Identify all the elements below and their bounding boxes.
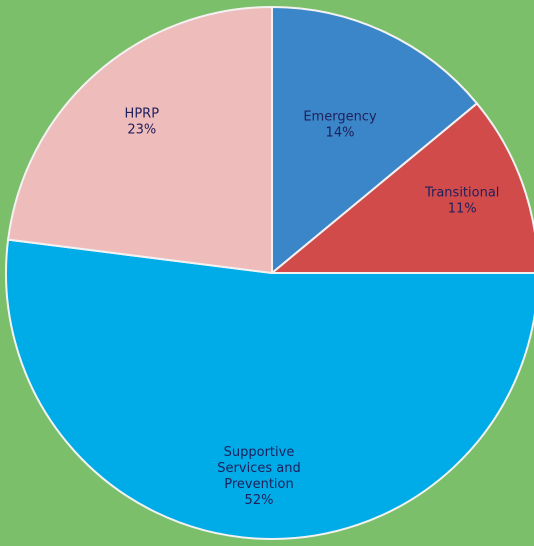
pie-slice-hprp	[6, 5, 273, 275]
slice-label-line: Supportive	[224, 445, 295, 460]
label-layer: Emergency 14% Transitional 11% Supportive Ser…	[125, 106, 500, 508]
slice-label-line: 11%	[448, 202, 477, 217]
slice-label-line: 23%	[127, 122, 156, 137]
pie-slice-transitional	[269, 102, 534, 274]
slice-label-line: Transitional	[424, 186, 499, 201]
slice-layer	[5, 5, 534, 540]
pie-slice-supportive	[5, 238, 534, 540]
slice-label-line: HPRP	[125, 106, 160, 121]
slice-label: Supportive Services and Prevention 52%	[217, 445, 300, 508]
pie-slice-emergency	[271, 5, 479, 276]
slice-label-line: Services and	[217, 461, 300, 476]
slice-label: HPRP 23%	[125, 106, 160, 137]
slice-label-line: Prevention	[224, 477, 294, 492]
slice-label-line: 52%	[245, 493, 274, 508]
slice-label: Transitional 11%	[424, 186, 499, 217]
slice-label-line: Emergency	[303, 110, 377, 125]
slice-label: Emergency 14%	[303, 110, 377, 141]
slice-label-line: 14%	[326, 126, 355, 141]
